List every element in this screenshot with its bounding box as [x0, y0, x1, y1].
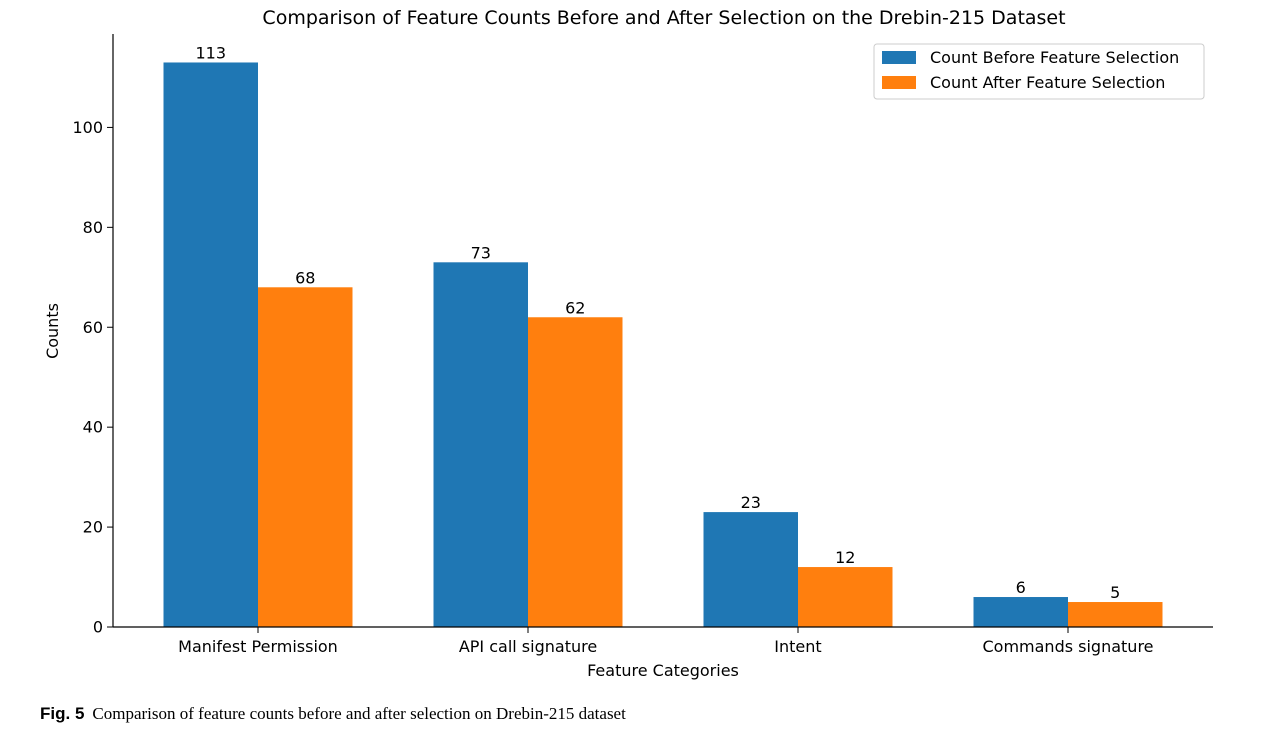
- y-tick-label: 100: [72, 118, 103, 137]
- x-tick-label: Commands signature: [982, 637, 1153, 656]
- bar-after-1: [528, 317, 623, 627]
- bar-before-1: [433, 262, 528, 627]
- x-axis-label: Feature Categories: [587, 661, 739, 680]
- legend-swatch: [882, 76, 916, 89]
- y-axis-label: Counts: [43, 303, 62, 359]
- x-tick-label: Manifest Permission: [178, 637, 338, 656]
- figure-caption-text: Comparison of feature counts before and …: [92, 704, 626, 723]
- bar-value-label: 62: [565, 298, 585, 317]
- bar-value-label: 73: [471, 243, 491, 262]
- bar-after-2: [798, 567, 893, 627]
- legend-box: [873, 43, 1205, 100]
- bar-before-2: [703, 512, 798, 627]
- x-axis: Manifest Permission API call signature Int…: [113, 626, 1213, 656]
- legend-swatch: [882, 51, 916, 64]
- bar-value-label: 23: [741, 493, 761, 512]
- legend: Count Before Feature Selection Count Afte…: [873, 43, 1205, 100]
- chart-title: Comparison of Feature Counts Before and …: [262, 7, 1065, 29]
- bar-chart: Comparison of Feature Counts Before and …: [43, 7, 1213, 680]
- bar-after-3: [1068, 602, 1163, 627]
- y-tick-label: 80: [83, 218, 103, 237]
- bar-value-label: 113: [195, 43, 226, 62]
- bar-value-label: 5: [1110, 583, 1120, 602]
- figure-label: Fig. 5: [40, 704, 85, 723]
- bars-layer: [163, 62, 1163, 627]
- legend-label: Count After Feature Selection: [930, 73, 1165, 92]
- y-tick-label: 20: [83, 518, 103, 537]
- x-tick-label: API call signature: [459, 637, 597, 656]
- y-tick-label: 0: [93, 618, 103, 637]
- bar-value-label: 6: [1016, 578, 1026, 597]
- bar-labels-layer: 113 73 23 6 68 62 12 5: [195, 43, 1120, 602]
- x-tick-label: Intent: [774, 637, 821, 656]
- y-tick-label: 60: [83, 318, 103, 337]
- bar-before-3: [973, 597, 1068, 627]
- y-tick-label: 40: [83, 418, 103, 437]
- legend-label: Count Before Feature Selection: [930, 48, 1179, 67]
- y-axis: 0 20 40 60 80 100: [72, 34, 114, 637]
- bar-before-0: [163, 62, 258, 627]
- figure-caption: Fig. 5 Comparison of feature counts befor…: [40, 704, 626, 724]
- bar-value-label: 68: [295, 268, 315, 287]
- bar-value-label: 12: [835, 548, 855, 567]
- bar-after-0: [258, 287, 353, 627]
